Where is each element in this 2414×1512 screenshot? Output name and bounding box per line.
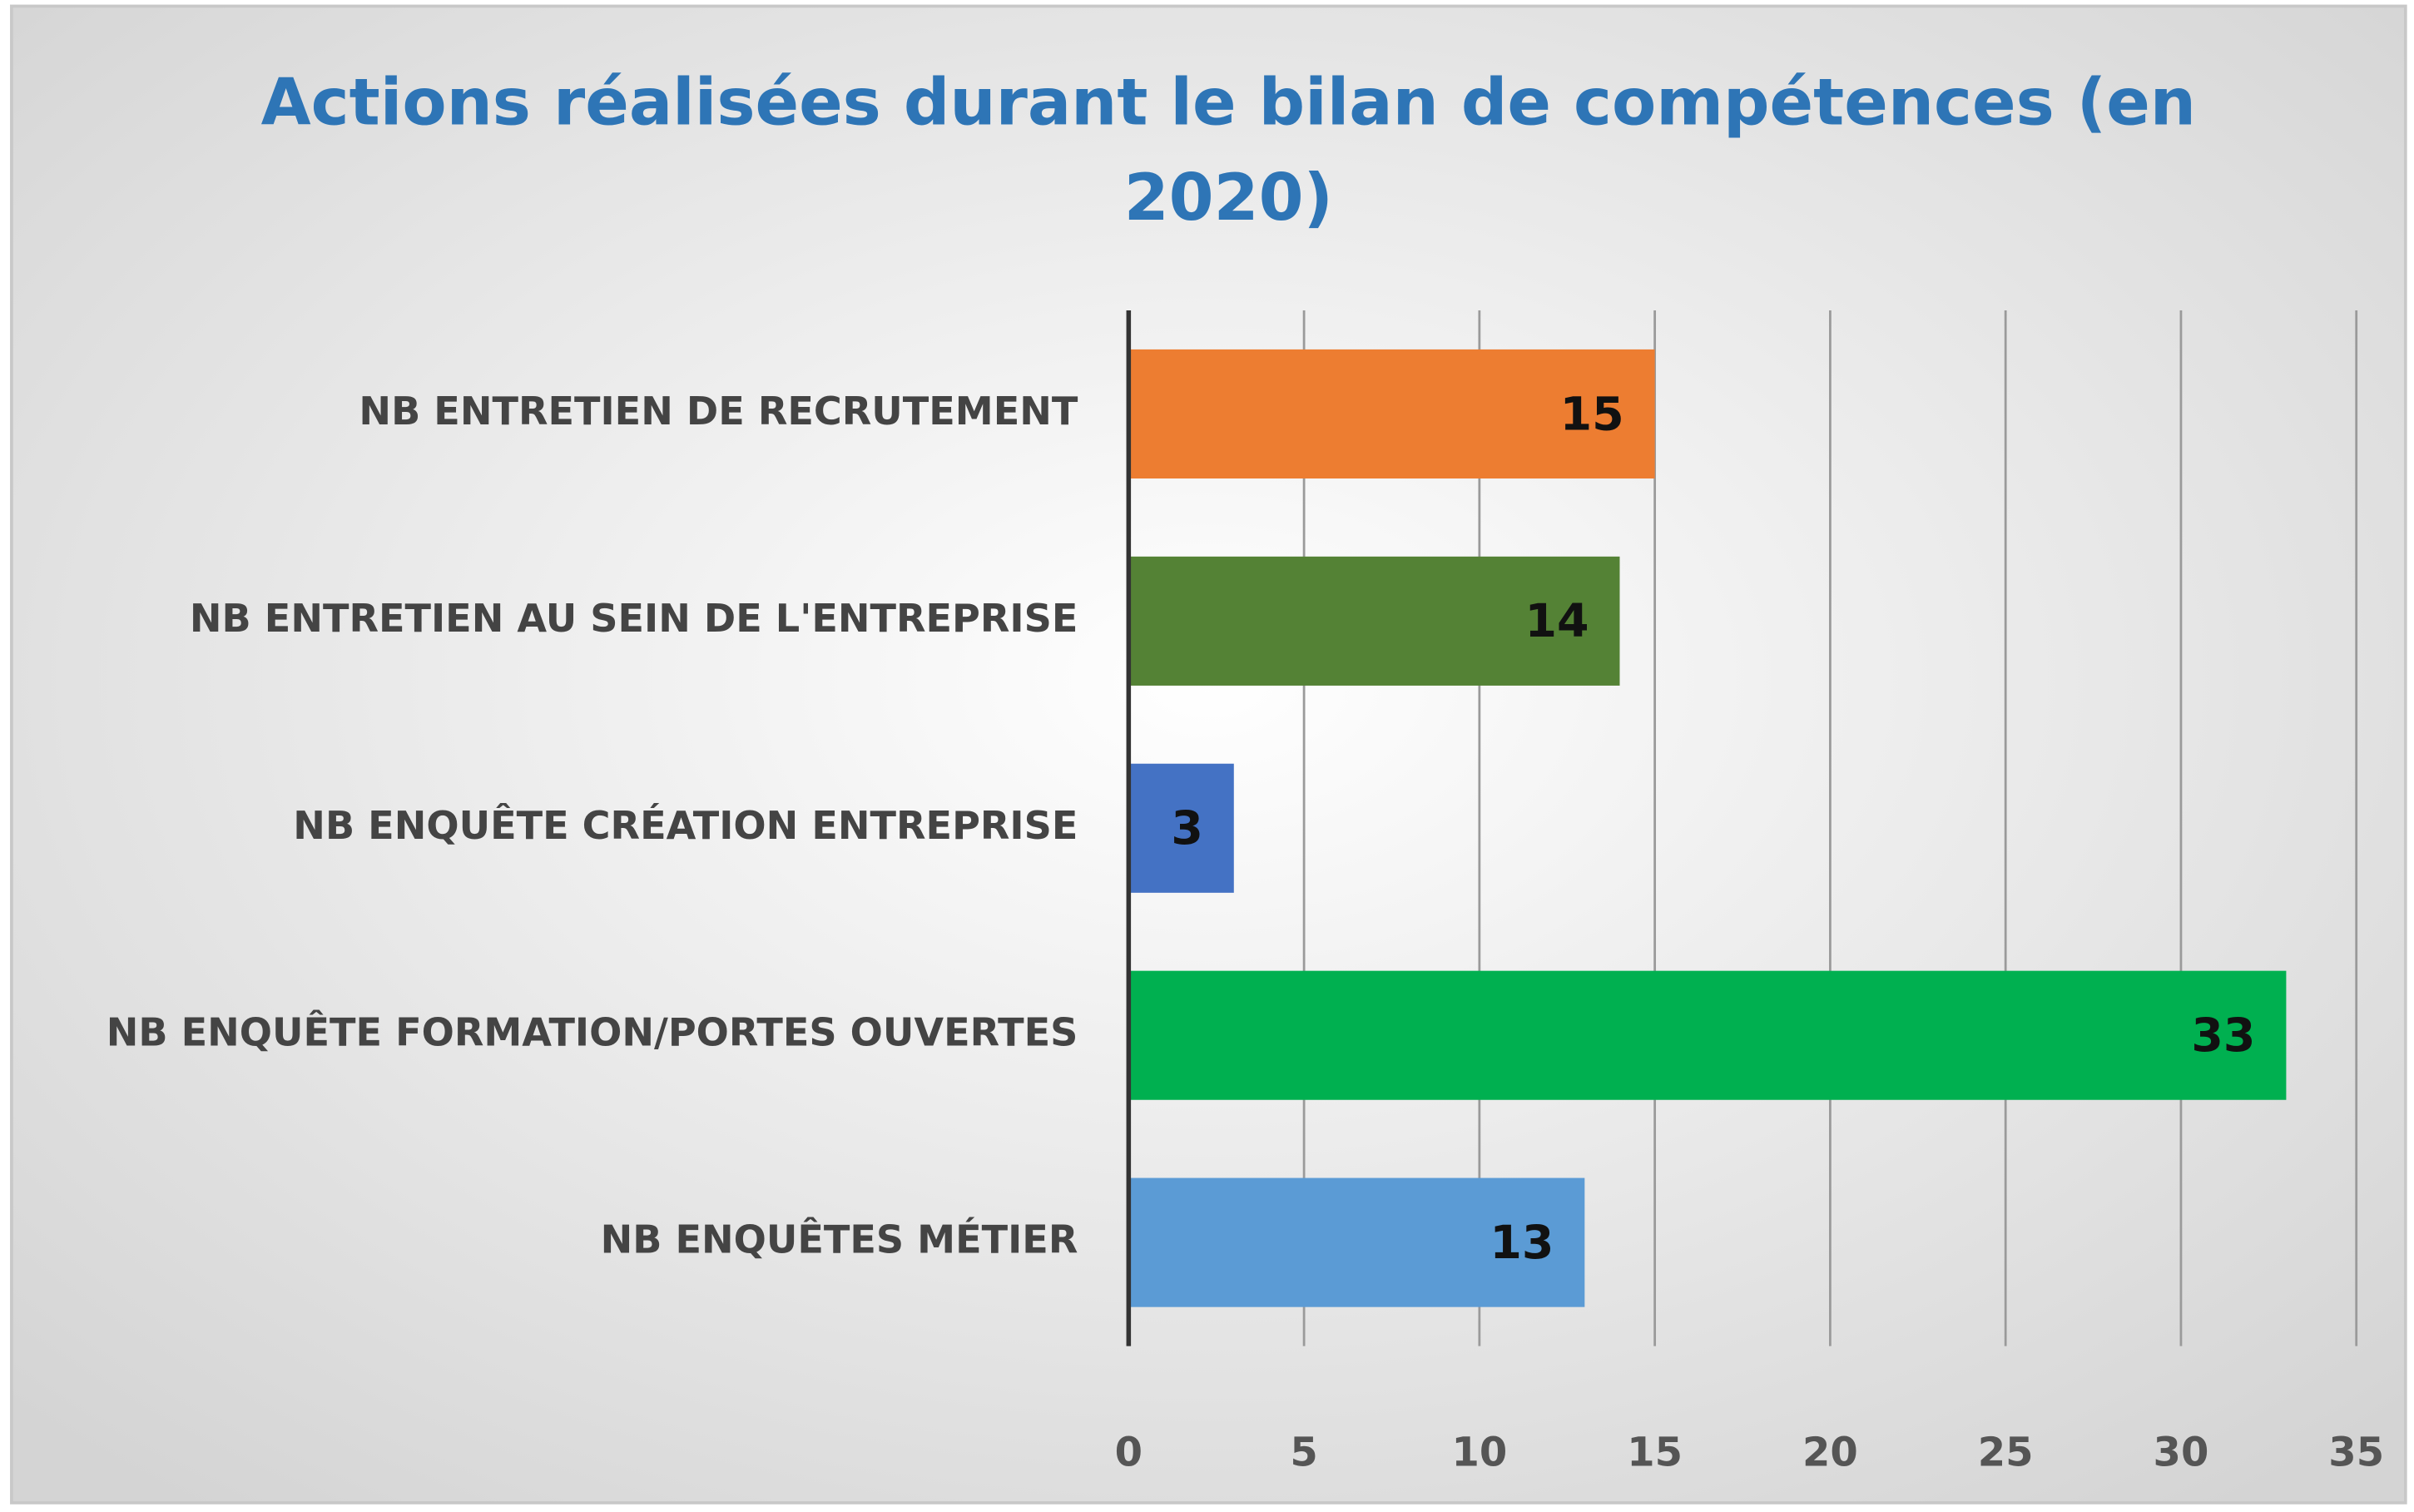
x-tick-label: 30 — [2154, 1430, 2209, 1476]
chart-title-box: Actions réalisées durant le bilan de com… — [260, 63, 2197, 235]
bar — [1128, 556, 1620, 686]
y-tick-label: NB ENTRETIEN DE RECRUTEMENT — [359, 389, 1078, 434]
bar — [1128, 970, 2287, 1100]
chart-title: Actions réalisées durant le bilan de com… — [260, 63, 2197, 235]
data-label: 13 — [1490, 1217, 1554, 1270]
data-label: 3 — [1171, 802, 1203, 855]
x-tick-label: 20 — [1802, 1430, 1858, 1476]
x-tick-label: 10 — [1451, 1430, 1507, 1476]
data-label: 14 — [1524, 595, 1589, 648]
x-tick-label: 5 — [1290, 1430, 1317, 1476]
y-tick-label: NB ENQUÊTES MÉTIER — [601, 1217, 1078, 1262]
x-tick-label: 0 — [1115, 1430, 1143, 1476]
x-tick-label: 35 — [2328, 1430, 2384, 1476]
bar — [1128, 1177, 1585, 1307]
bar — [1128, 763, 1234, 893]
y-tick-label: NB ENQUÊTE FORMATION/PORTES OUVERTES — [107, 1010, 1078, 1055]
y-tick-label: NB ENTRETIEN AU SEIN DE L'ENTREPRISE — [190, 596, 1078, 641]
x-tick-label: 15 — [1627, 1430, 1683, 1476]
data-label: 33 — [2191, 1009, 2255, 1063]
x-tick-label: 25 — [1978, 1430, 2034, 1476]
y-tick-label: NB ENQUÊTE CRÉATION ENTREPRISE — [293, 803, 1078, 848]
bar — [1128, 349, 1655, 479]
data-label: 15 — [1560, 388, 1624, 441]
